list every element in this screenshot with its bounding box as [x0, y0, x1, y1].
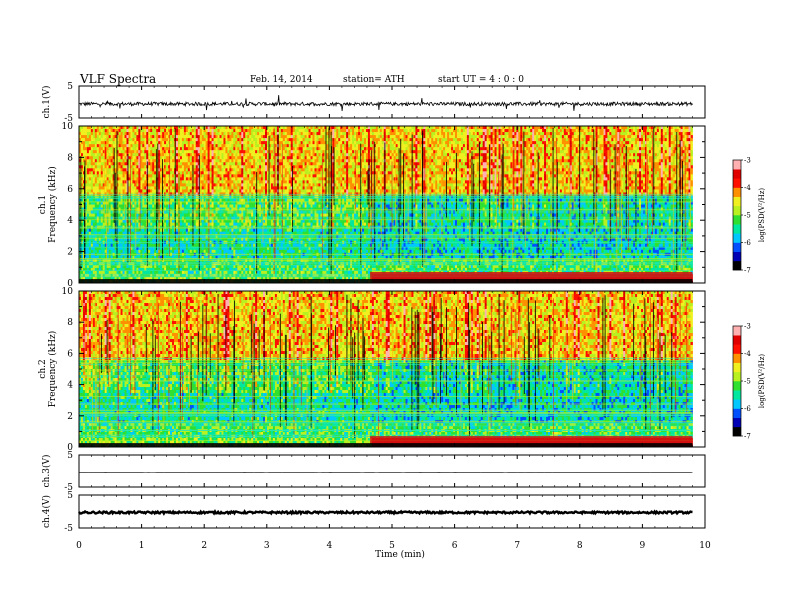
ch1wave-bg — [79, 86, 705, 118]
ch1wave-ytick-label: 5 — [67, 82, 73, 92]
start-ut-label: start UT = 4 : 0 : 0 — [438, 75, 524, 85]
station-label: station= ATH — [343, 75, 405, 85]
date-label: Feb. 14, 2014 — [250, 75, 313, 85]
ch1wave-ylabel: ch.1(V) — [41, 86, 52, 119]
figure-title: VLF Spectra — [79, 72, 156, 86]
ch1-waveform-panel: 5-5ch.1(V) — [41, 82, 705, 124]
